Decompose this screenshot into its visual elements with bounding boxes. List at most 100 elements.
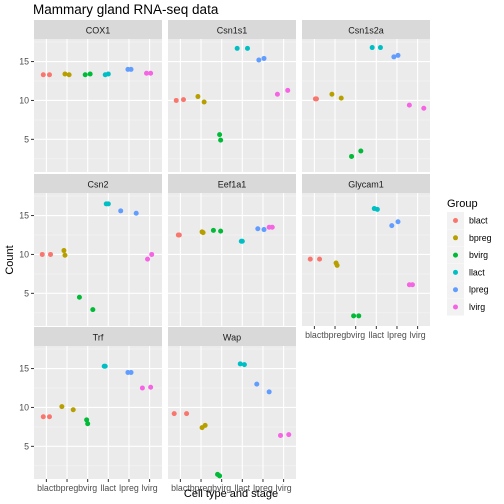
data-point-bvirg (90, 307, 96, 313)
y-tick-label: 5 (24, 288, 29, 298)
data-point-bvirg (349, 153, 355, 159)
legend-label: bvirg (469, 250, 488, 260)
data-point-bvirg (82, 72, 88, 78)
facet-strip-label: Glycam1 (348, 180, 384, 190)
facet-strip-label: COX1 (86, 26, 111, 36)
panel-background (168, 39, 296, 172)
data-point-lvirg (285, 87, 291, 93)
data-point-blact (184, 411, 190, 417)
data-point-lvirg (409, 282, 415, 288)
data-point-lpreg (261, 227, 267, 233)
data-point-bvirg (217, 473, 223, 479)
legend-swatch (453, 304, 458, 310)
panel-background (34, 193, 162, 326)
legend-label: llact (469, 267, 485, 277)
legend-swatch (453, 252, 458, 258)
x-axis-label: Cell type and stage (184, 488, 278, 500)
data-point-bpreg (59, 404, 65, 410)
facet-cox1: COX1 5 10 15 (19, 20, 162, 172)
data-point-bpreg (62, 252, 68, 258)
data-point-llact (241, 362, 247, 368)
chart-title: Mammary gland RNA-seq data (33, 2, 219, 17)
legend-swatch (453, 218, 458, 223)
facet-strip-label: Csn2 (87, 180, 108, 190)
legend-item-lvirg: lvirg (447, 298, 485, 316)
data-point-lvirg (274, 91, 280, 97)
data-point-lpreg (261, 55, 267, 61)
x-tick-label: bpreg (190, 483, 213, 493)
x-tick-label: lpreg (387, 330, 407, 340)
data-point-bvirg (356, 313, 362, 319)
x-tick-label: bvirg (346, 330, 365, 340)
x-tick-label: lvirg (142, 483, 158, 493)
data-point-llact (105, 201, 111, 207)
data-point-lpreg (256, 57, 262, 63)
data-point-blact (173, 97, 179, 103)
x-tick-label: blact (37, 483, 56, 493)
data-point-blact (46, 414, 52, 420)
data-point-bpreg (62, 71, 68, 77)
facet-strip (168, 20, 296, 39)
legend-entries: blact bpreg bvirg llact lpreg lvirg (447, 212, 492, 316)
data-point-lvirg (278, 432, 284, 438)
data-point-lpreg (266, 389, 272, 395)
data-point-blact (171, 411, 177, 417)
data-point-bvirg (84, 417, 90, 423)
data-point-llact (239, 238, 245, 244)
y-tick-label: 15 (19, 211, 29, 221)
data-point-lpreg (254, 381, 260, 387)
data-point-bpreg (200, 230, 206, 236)
data-point-bvirg (85, 421, 91, 427)
data-point-lvirg (286, 432, 292, 438)
data-point-bvirg (218, 228, 224, 234)
data-point-llact (234, 45, 240, 51)
legend-label: lvirg (469, 302, 485, 312)
x-tick-label: bpreg (324, 330, 347, 340)
data-point-blact (317, 256, 323, 262)
facet-csn1s2a: Csn1s2a (302, 20, 430, 172)
facet-csn2: Csn2 5 10 15 (19, 174, 162, 326)
legend-item-llact: llact (447, 263, 485, 281)
data-point-llact (244, 45, 250, 51)
data-point-lpreg (128, 66, 134, 72)
facet-strip-label: Csn1s2a (348, 26, 384, 36)
facet-glycam1: Glycam1 blact bpreg bvirg llact lpreg lvirg (302, 174, 430, 340)
data-point-bvirg (217, 132, 223, 138)
data-point-bvirg (87, 71, 93, 77)
data-point-bvirg (76, 294, 82, 300)
data-point-lvirg (148, 70, 154, 76)
x-tick-label: llact (368, 330, 384, 340)
facet-wap: Wap blact bpreg bvirg llact lpreg lvirg (168, 327, 296, 493)
data-point-lpreg (395, 219, 401, 225)
panel-background (34, 346, 162, 479)
data-point-llact (102, 363, 108, 369)
x-tick-label: bpreg (56, 483, 79, 493)
data-point-bvirg (210, 227, 216, 233)
x-tick-label: lpreg (253, 483, 273, 493)
legend-swatch (453, 287, 458, 293)
legend-label: lpreg (469, 285, 489, 295)
facet-eef1a1: Eef1a1 (168, 174, 296, 326)
data-point-blact (46, 72, 52, 78)
legend-item-bvirg: bvirg (447, 246, 488, 264)
y-axis-label: Count (4, 245, 16, 274)
facet-strip (34, 327, 162, 346)
y-tick-label: 5 (24, 441, 29, 451)
data-point-bpreg (334, 262, 340, 268)
x-tick-label: blact (171, 483, 190, 493)
data-point-blact (180, 97, 186, 103)
y-tick-label: 15 (19, 364, 29, 374)
x-tick-label: lvirg (410, 330, 426, 340)
y-tick-label: 10 (19, 95, 29, 105)
y-tick-label: 5 (24, 134, 29, 144)
data-point-lpreg (255, 226, 261, 232)
data-point-llact (377, 45, 383, 51)
panel-background (34, 39, 162, 172)
panel-background (168, 193, 296, 326)
y-tick-label: 10 (19, 402, 29, 412)
data-point-lvirg (421, 105, 427, 111)
data-point-blact (313, 96, 319, 102)
legend-item-blact: blact (447, 212, 488, 229)
x-tick-label: blact (305, 330, 324, 340)
